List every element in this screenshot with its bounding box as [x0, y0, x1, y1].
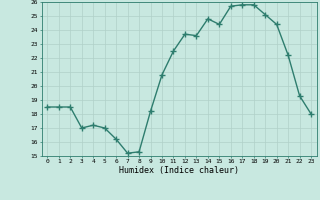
- X-axis label: Humidex (Indice chaleur): Humidex (Indice chaleur): [119, 166, 239, 175]
